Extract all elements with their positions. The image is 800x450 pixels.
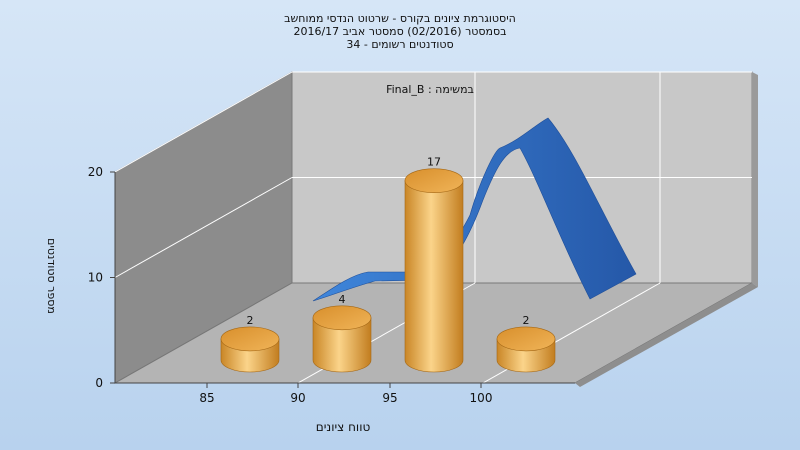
bar: [312, 305, 372, 373]
bar: [220, 326, 280, 373]
grid-lines: [114, 71, 752, 384]
x-tick-label: 85: [199, 391, 214, 405]
y-tick-label: 10: [88, 271, 103, 285]
grid-line-left: [114, 71, 293, 173]
bar-value-label: 2: [247, 314, 254, 327]
bar-value-label: 2: [523, 314, 530, 327]
bar: [496, 326, 556, 373]
y-tick-label: 0: [95, 376, 103, 390]
x-axis-ticks: 85 90 95 100: [199, 383, 492, 405]
grid-line-left: [114, 177, 293, 278]
y-axis-title: מספר סטודנטים: [45, 238, 58, 314]
x-axis-title: טווח ציונים: [316, 420, 371, 434]
y-tick-label: 20: [88, 165, 103, 179]
x-tick-label: 100: [470, 391, 493, 405]
y-axis-ticks: 0 10 20: [88, 165, 115, 390]
x-tick-label: 90: [290, 391, 305, 405]
chart-title-line-1: היסטוגרמת ציונים בקורס - שרטוט הנדסי ממו…: [284, 12, 516, 25]
bar-value-label: 4: [339, 293, 346, 306]
chart-title-line-2: בסמסטר (02/2016) סמסטר אביב 2016/17: [293, 25, 507, 38]
bar-value-label: 17: [427, 156, 441, 169]
bar: [404, 168, 464, 373]
chart-subtitle: במשימה : Final_B: [386, 83, 474, 96]
x-tick-label: 95: [382, 391, 397, 405]
bars-layer: 2 4 17 2: [220, 156, 556, 373]
chart-title-line-3: סטודנטים רשומים - 34: [346, 38, 454, 51]
